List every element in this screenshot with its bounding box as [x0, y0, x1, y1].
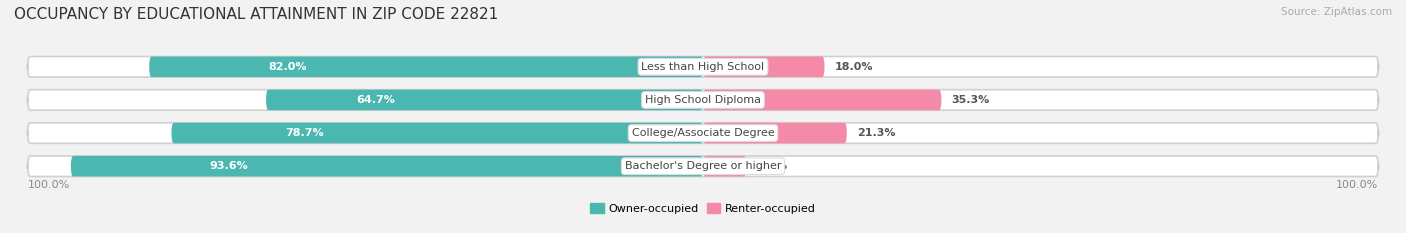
Text: Bachelor's Degree or higher: Bachelor's Degree or higher [624, 161, 782, 171]
Text: 21.3%: 21.3% [858, 128, 896, 138]
FancyBboxPatch shape [149, 57, 703, 77]
FancyBboxPatch shape [28, 57, 1378, 77]
FancyBboxPatch shape [28, 123, 1378, 143]
FancyBboxPatch shape [703, 123, 846, 143]
Text: 82.0%: 82.0% [269, 62, 307, 72]
FancyBboxPatch shape [28, 156, 1378, 176]
FancyBboxPatch shape [266, 90, 703, 110]
FancyBboxPatch shape [172, 123, 703, 143]
Text: 18.0%: 18.0% [835, 62, 873, 72]
Text: 6.4%: 6.4% [756, 161, 787, 171]
Legend: Owner-occupied, Renter-occupied: Owner-occupied, Renter-occupied [586, 199, 820, 218]
FancyBboxPatch shape [703, 57, 824, 77]
Text: 100.0%: 100.0% [28, 180, 70, 190]
FancyBboxPatch shape [28, 90, 1378, 110]
FancyBboxPatch shape [703, 90, 942, 110]
Text: 100.0%: 100.0% [1336, 180, 1378, 190]
Text: 35.3%: 35.3% [952, 95, 990, 105]
FancyBboxPatch shape [70, 156, 703, 176]
Text: 93.6%: 93.6% [209, 161, 249, 171]
Text: High School Diploma: High School Diploma [645, 95, 761, 105]
Text: 78.7%: 78.7% [285, 128, 323, 138]
Text: OCCUPANCY BY EDUCATIONAL ATTAINMENT IN ZIP CODE 22821: OCCUPANCY BY EDUCATIONAL ATTAINMENT IN Z… [14, 7, 498, 22]
Text: Source: ZipAtlas.com: Source: ZipAtlas.com [1281, 7, 1392, 17]
Text: 64.7%: 64.7% [356, 95, 395, 105]
FancyBboxPatch shape [703, 156, 747, 176]
Text: Less than High School: Less than High School [641, 62, 765, 72]
Text: College/Associate Degree: College/Associate Degree [631, 128, 775, 138]
